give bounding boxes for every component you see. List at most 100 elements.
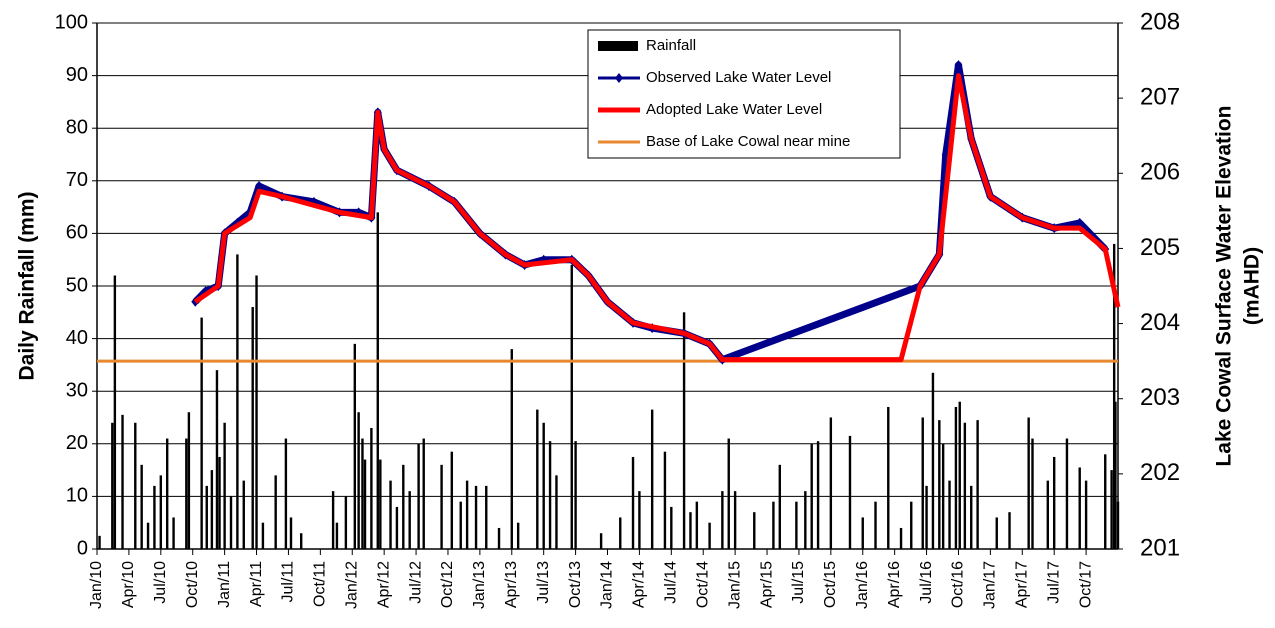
- x-tick-label: Oct/15: [822, 561, 839, 608]
- rain-bar: [638, 491, 641, 549]
- x-tick-label: Oct/16: [950, 561, 967, 608]
- x-tick-label: Oct/10: [184, 561, 201, 608]
- rain-bar: [274, 475, 277, 549]
- y-axis-title: Daily Rainfall (mm): [16, 191, 39, 380]
- rain-bar: [931, 372, 935, 549]
- legend-swatch: [598, 41, 638, 51]
- x-tick-label: Jan/14: [599, 561, 616, 609]
- y-tick-label: 90: [66, 64, 88, 86]
- rain-bar: [111, 422, 114, 549]
- rain-bar: [574, 441, 577, 549]
- rain-bar: [727, 438, 730, 549]
- rain-bar: [344, 496, 348, 549]
- x-tick-label: Jul/11: [280, 561, 297, 603]
- rain-bar: [995, 517, 998, 549]
- rain-bar: [650, 409, 654, 549]
- rain-bar: [1084, 480, 1088, 549]
- x-tick-label: Apr/15: [758, 561, 775, 608]
- rain-bar: [98, 535, 101, 549]
- x-tick-label: Apr/10: [120, 561, 137, 608]
- rain-bar: [941, 443, 945, 549]
- rain-bar: [485, 485, 488, 549]
- x-tick-label: Jan/10: [88, 561, 105, 609]
- y2-tick-label: 202: [1140, 459, 1180, 486]
- x-tick-label: Jan/16: [854, 561, 871, 609]
- x-tick-label: Apr/13: [503, 561, 520, 608]
- y2-tick-label: 206: [1140, 159, 1180, 186]
- observed-marker: [954, 60, 963, 71]
- y-tick-label: 10: [66, 485, 88, 507]
- y2-tick-label: 208: [1140, 8, 1180, 35]
- rain-bar: [708, 522, 711, 549]
- rain-bar: [695, 501, 699, 549]
- rain-bar: [459, 501, 462, 549]
- rain-bar: [465, 480, 469, 549]
- rain-bar: [555, 475, 558, 549]
- rain-bar: [218, 456, 221, 549]
- rain-bar: [516, 522, 520, 549]
- rain-bar: [631, 456, 635, 549]
- rain-bar: [542, 422, 545, 549]
- rain-bar: [331, 491, 335, 549]
- rain-bar: [134, 422, 137, 549]
- rain-bar: [113, 275, 117, 549]
- rain-bar: [474, 485, 478, 549]
- rain-bar: [548, 441, 552, 549]
- rain-bar: [510, 349, 513, 549]
- x-tick-label: Apr/17: [1014, 561, 1031, 608]
- rain-bar: [497, 527, 501, 549]
- y2-tick-label: 204: [1140, 309, 1180, 336]
- rain-bar: [242, 480, 245, 549]
- y2-tick-label: 205: [1140, 234, 1180, 261]
- rain-bar: [772, 501, 775, 549]
- rain-bar: [357, 412, 360, 549]
- y-tick-label: 40: [66, 327, 88, 349]
- rain-bar: [187, 412, 191, 549]
- rain-bar: [402, 464, 405, 549]
- rain-bar: [261, 522, 265, 549]
- observed-marker: [255, 181, 264, 192]
- rain-bar: [619, 517, 622, 549]
- x-tick-label: Jan/12: [343, 561, 360, 609]
- rain-bar: [417, 443, 420, 549]
- rain-bar: [389, 480, 392, 549]
- rain-bar: [185, 438, 188, 549]
- y-tick-label: 30: [66, 379, 88, 401]
- y-tick-label: 100: [55, 11, 88, 33]
- rain-bar: [205, 485, 208, 549]
- x-tick-label: Jul/15: [790, 561, 807, 604]
- legend-label: Observed Lake Water Level: [646, 69, 831, 86]
- x-tick-label: Jul/10: [152, 561, 169, 604]
- rain-bar: [223, 422, 226, 549]
- rain-bar: [925, 485, 928, 549]
- rain-bar: [395, 506, 399, 549]
- rain-bar: [810, 443, 813, 549]
- y-tick-label: 80: [66, 116, 88, 138]
- rain-bar: [1114, 401, 1117, 549]
- legend-marker: [615, 73, 623, 83]
- rain-bar: [848, 435, 852, 549]
- level-line: [193, 73, 1121, 363]
- rain-bar: [733, 491, 737, 549]
- rain-bar: [172, 517, 175, 549]
- rain-bar: [1031, 438, 1034, 549]
- y2-axis-title: (mAHD): [1241, 247, 1264, 325]
- rain-bar: [536, 409, 539, 549]
- legend-label: Adopted Lake Water Level: [646, 101, 822, 118]
- x-tick-label: Oct/12: [439, 561, 456, 608]
- rain-bar: [970, 485, 973, 549]
- y2-axis-title: Lake Cowal Surface Water Elevation: [1213, 105, 1236, 466]
- rain-bar: [353, 343, 357, 549]
- rain-bar: [874, 501, 877, 549]
- rain-bar: [153, 485, 156, 549]
- rain-bar: [361, 438, 364, 549]
- x-tick-label: Apr/14: [631, 561, 648, 608]
- rain-bar: [938, 420, 941, 549]
- rain-bar: [670, 506, 673, 549]
- rain-bar: [159, 475, 163, 549]
- rain-bar: [300, 533, 303, 549]
- rain-bar: [921, 417, 924, 549]
- x-tick-label: Oct/14: [694, 561, 711, 608]
- x-tick-label: Jul/16: [918, 561, 935, 604]
